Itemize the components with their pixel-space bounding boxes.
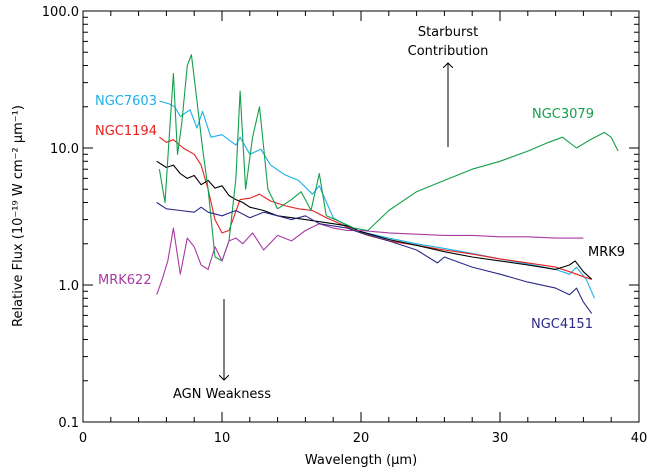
label-ngc3079: NGC3079 [532, 107, 594, 122]
series-line-series-2 [156, 160, 593, 280]
y-tick-label: 1.0 [58, 279, 79, 294]
x-tick-label: 20 [353, 431, 370, 446]
series-line-ngc1194 [159, 136, 592, 280]
annotations: Starburst Contribution AGN Weakness [173, 25, 488, 402]
agn-weakness-text: AGN Weakness [173, 387, 271, 402]
y-axis-title: Relative Flux (10⁻¹⁹ W cm⁻² μm⁻¹) [11, 105, 26, 327]
series-line-ngc7603 [159, 100, 596, 299]
y-tick-label: 0.1 [58, 416, 79, 431]
x-tick-label: 30 [492, 431, 509, 446]
x-tick-label: 40 [631, 431, 648, 446]
series-line-ngc4151 [156, 202, 593, 314]
x-tick-label: 10 [214, 431, 231, 446]
contribution-text: Contribution [408, 44, 489, 59]
series-line-mrk622 [156, 223, 584, 295]
y-tick-label: 100.0 [42, 5, 79, 20]
axis-ticks [82, 10, 640, 423]
x-tick-label: 0 [79, 431, 87, 446]
axis-tick-labels: 0 10 20 30 40 0.1 1.0 10.0 100.0 [42, 5, 647, 446]
series-line-ngc3079 [158, 54, 619, 262]
plot-frame [82, 10, 640, 423]
label-ngc4151: NGC4151 [531, 317, 593, 332]
series-labels: NGC7603 NGC1194 NGC3079 MRK622 MRK9 NGC4… [95, 94, 625, 332]
series-layer [156, 54, 619, 314]
label-ngc7603: NGC7603 [95, 94, 157, 109]
label-mrk622: MRK622 [98, 273, 152, 288]
y-tick-label: 10.0 [50, 142, 79, 157]
label-ngc1194: NGC1194 [95, 124, 157, 139]
starburst-text: Starburst [418, 25, 478, 40]
label-mrk9: MRK9 [588, 245, 625, 260]
x-axis-title: Wavelength (μm) [305, 453, 417, 468]
